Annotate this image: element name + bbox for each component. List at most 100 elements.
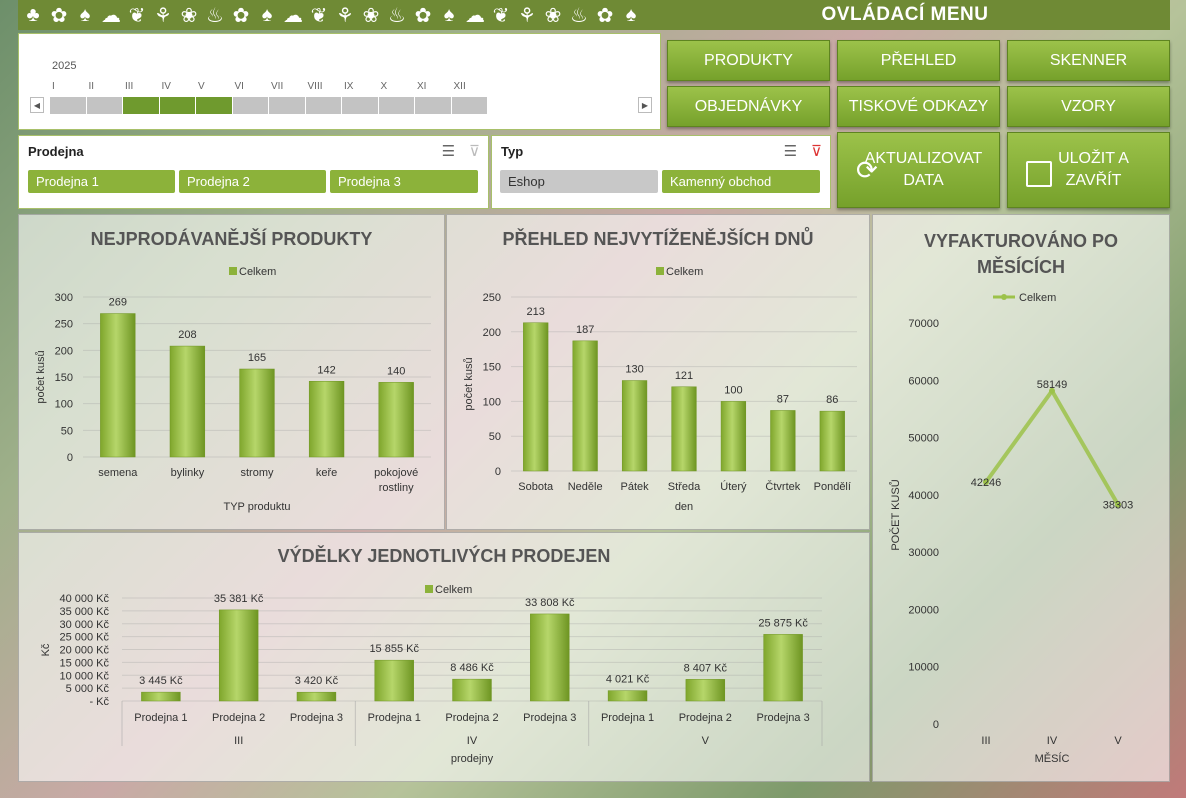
bar	[621, 380, 648, 472]
plant-icon: ⚘	[336, 4, 354, 27]
x-tick-label: IV	[1047, 735, 1058, 747]
x-tick-label: Prodejna 3	[523, 712, 576, 724]
produkty-button[interactable]: PRODUKTY	[667, 40, 830, 81]
timeline-month-cell[interactable]	[86, 97, 123, 114]
bar	[671, 386, 697, 472]
timeline-month-cell[interactable]	[415, 97, 452, 114]
y-tick-label: 100	[55, 399, 73, 411]
objednavky-button[interactable]: OBJEDNÁVKY	[667, 86, 830, 127]
y-tick-label: 40 000 Kč	[59, 593, 109, 605]
timeline-right-arrow-icon[interactable]: ▶	[638, 97, 652, 113]
y-tick-label: 5 000 Kč	[66, 683, 110, 695]
plant-icon: ❀	[180, 4, 198, 27]
menu-title: OVLÁDACÍ MENU	[821, 4, 989, 25]
x-tick-label: V	[1114, 735, 1122, 747]
clear-filter-icon[interactable]: ⊽	[811, 143, 822, 160]
legend-label: Celkem	[666, 266, 703, 278]
timeline-slicer[interactable]: 2025 I II III IV V VI VII VIII IX X XI XII ◀ ▶	[18, 33, 661, 130]
timeline-month-label: III	[125, 81, 134, 92]
tiskove-odkazy-button[interactable]: TISKOVÉ ODKAZY	[837, 86, 1000, 127]
x-tick-label: semena	[98, 467, 138, 479]
y-tick-label: 10000	[908, 662, 939, 674]
y-tick-label: 0	[67, 452, 73, 464]
legend-label: Celkem	[435, 584, 472, 596]
timeline-month-cell[interactable]	[305, 97, 342, 114]
data-label: 33 808 Kč	[525, 597, 575, 609]
timeline-month-cell[interactable]	[196, 97, 233, 114]
timeline-month-cell[interactable]	[269, 97, 306, 114]
x-tick-label: Prodejna 1	[368, 712, 421, 724]
prehled-button[interactable]: PŘEHLED	[837, 40, 1000, 81]
chart-products-svg: 0 50 100 150 200 250 300 269 semena 208 bylinky 165…	[35, 266, 431, 513]
ulozit-label-2: ZAVŘÍT	[1065, 172, 1122, 189]
plant-icon: ♠	[625, 3, 637, 26]
y-tick-label: 70000	[908, 318, 939, 330]
data-label: 87	[777, 393, 789, 405]
data-label: 140	[387, 365, 405, 377]
y-tick-label: 250	[55, 319, 73, 331]
aktualizovat-label-1: AKTUALIZOVAT	[864, 150, 983, 167]
y-tick-label: 25 000 Kč	[59, 632, 109, 644]
data-label: 165	[248, 352, 266, 364]
timeline-month-cell[interactable]	[50, 97, 87, 114]
vzory-button[interactable]: VZORY	[1007, 86, 1170, 127]
typ-slicer-title: Typ	[501, 144, 524, 159]
data-label: 38303	[1103, 500, 1134, 512]
timeline-bar[interactable]	[50, 97, 488, 114]
prodejna-slicer[interactable]: Prodejna ☰ ⊽ Prodejna 1 Prodejna 2 Prode…	[18, 135, 489, 209]
x-tick-label: Prodejna 3	[290, 712, 343, 724]
prodejna-option-2[interactable]: Prodejna 2	[179, 170, 326, 193]
data-label: 15 855 Kč	[369, 643, 419, 655]
y-tick-label: 60000	[908, 375, 939, 387]
y-tick-label: - Kč	[89, 696, 109, 708]
timeline-month-label: VIII	[307, 81, 323, 92]
timeline-month-cell[interactable]	[451, 97, 488, 114]
save-icon	[1026, 161, 1052, 187]
data-label: 142	[317, 364, 335, 376]
typ-option-eshop[interactable]: Eshop	[500, 170, 658, 193]
group-label: IV	[467, 735, 478, 747]
timeline-month-cell[interactable]	[378, 97, 415, 114]
bar	[523, 322, 549, 472]
chart-products: NEJPRODÁVANĚJŠÍ PRODUKTY 0 50 100 150 200 250…	[18, 214, 445, 530]
y-tick-label: 0	[495, 466, 501, 478]
chart-days-title: PŘEHLED NEJVYTÍŽENĚJŠÍCH DNŮ	[502, 229, 814, 249]
x-tick-label: bylinky	[171, 467, 205, 479]
timeline-month-label: X	[380, 81, 388, 92]
bar	[452, 678, 492, 702]
prodejna-option-1[interactable]: Prodejna 1	[28, 170, 175, 193]
plant-icon: ☁	[283, 4, 303, 27]
timeline-month-cell[interactable]	[123, 97, 160, 114]
multiselect-icon[interactable]: ☰	[783, 143, 798, 160]
plant-icon: ☁	[465, 4, 485, 27]
bar	[530, 613, 570, 702]
y-axis-label: počet kusů	[463, 357, 475, 410]
plant-icon: ❀	[544, 4, 562, 27]
y-axis-label: POČET KUSŮ	[889, 479, 902, 550]
timeline-month-cell[interactable]	[342, 97, 379, 114]
typ-slicer[interactable]: Typ ☰ ⊽ Eshop Kamenný obchod	[491, 135, 831, 209]
bar	[239, 368, 275, 458]
legend-swatch	[425, 585, 433, 593]
ulozit-zavrit-button[interactable]: ULOŽIT A ZAVŘÍT	[1007, 132, 1170, 208]
data-label: 25 875 Kč	[758, 617, 808, 629]
timeline-month-cell[interactable]	[159, 97, 196, 114]
timeline-month-label: XII	[453, 81, 466, 92]
timeline-month-cell[interactable]	[232, 97, 269, 114]
y-tick-label: 30 000 Kč	[59, 619, 109, 631]
plant-icon: ❀	[362, 4, 380, 27]
typ-option-kamenny[interactable]: Kamenný obchod	[662, 170, 820, 193]
x-tick-label: Prodejna 1	[601, 712, 654, 724]
aktualizovat-data-button[interactable]: AKTUALIZOVAT DATA ⟳	[837, 132, 1000, 208]
plant-icon: ✿	[232, 4, 250, 27]
x-tick-label: rostliny	[379, 482, 414, 494]
timeline-month-label: V	[198, 81, 205, 92]
timeline-left-arrow-icon[interactable]: ◀	[30, 97, 44, 113]
clear-filter-icon[interactable]: ⊽	[469, 143, 480, 160]
timeline-month-label: IX	[344, 81, 354, 92]
skenner-button[interactable]: SKENNER	[1007, 40, 1170, 81]
prodejna-option-3[interactable]: Prodejna 3	[330, 170, 478, 193]
plant-icon: ⚘	[518, 4, 536, 27]
y-tick-label: 200	[483, 327, 501, 339]
multiselect-icon[interactable]: ☰	[441, 143, 456, 160]
